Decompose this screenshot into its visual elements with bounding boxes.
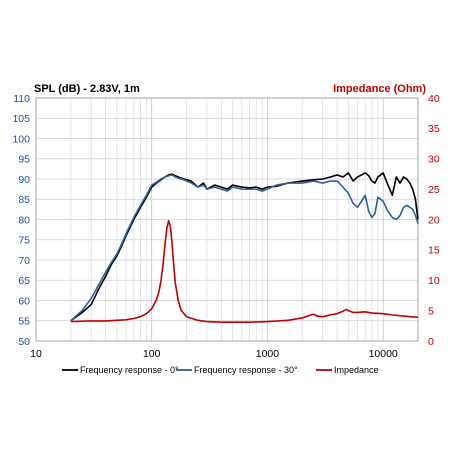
series-lines xyxy=(70,172,419,323)
y-right-tick-label: 0 xyxy=(428,336,434,348)
y-right-tick-label: 10 xyxy=(428,275,440,287)
y-left-tick-label: 85 xyxy=(18,194,30,206)
y-left-tick-label: 70 xyxy=(18,255,30,267)
axes: 50 55 60 65 70 75 80 85 90 95 100 105 110 0 5 10 15 20 25 3… xyxy=(12,93,439,360)
y-left-tick-label: 80 xyxy=(18,214,30,226)
y-right-tick-label: 40 xyxy=(428,93,440,105)
y-left-tick-label: 110 xyxy=(13,93,30,105)
y-right-tick-label: 5 xyxy=(428,305,434,317)
y-left-tick-label: 60 xyxy=(18,295,30,307)
y-right-tick-label: 15 xyxy=(428,245,440,257)
y-left-tick-label: 55 xyxy=(18,316,30,328)
x-tick-label: 1000 xyxy=(256,348,280,360)
y-right-tick-label: 25 xyxy=(428,184,440,196)
left-axis-title: SPL (dB) - 2.83V, 1m xyxy=(34,83,140,95)
series-line-3 xyxy=(70,219,419,323)
series-line-2 xyxy=(70,174,419,322)
legend: Frequency response - 0° Frequency respons… xyxy=(62,365,379,375)
y-left-tick-label: 95 xyxy=(18,154,30,166)
y-right-tick-label: 30 xyxy=(428,154,440,166)
y-left-tick-label: 75 xyxy=(18,235,30,247)
right-axis-title: Impedance (Ohm) xyxy=(333,83,426,95)
y-left-tick-label: 50 xyxy=(18,336,30,348)
legend-label: Frequency response - 0° xyxy=(80,365,179,375)
legend-label: Frequency response - 30° xyxy=(194,365,298,375)
legend-label: Impedance xyxy=(334,365,379,375)
grid xyxy=(35,97,419,342)
y-right-tick-label: 20 xyxy=(428,214,440,226)
series-line-1 xyxy=(70,172,419,322)
y-left-tick-label: 65 xyxy=(18,275,30,287)
x-tick-label: 10 xyxy=(30,348,42,360)
y-left-tick-label: 90 xyxy=(18,174,30,186)
y-right-tick-label: 35 xyxy=(428,123,440,135)
y-left-tick-label: 105 xyxy=(12,113,30,125)
y-left-tick-label: 100 xyxy=(12,133,30,145)
x-tick-label: 10000 xyxy=(369,348,398,360)
x-tick-label: 100 xyxy=(143,348,161,360)
